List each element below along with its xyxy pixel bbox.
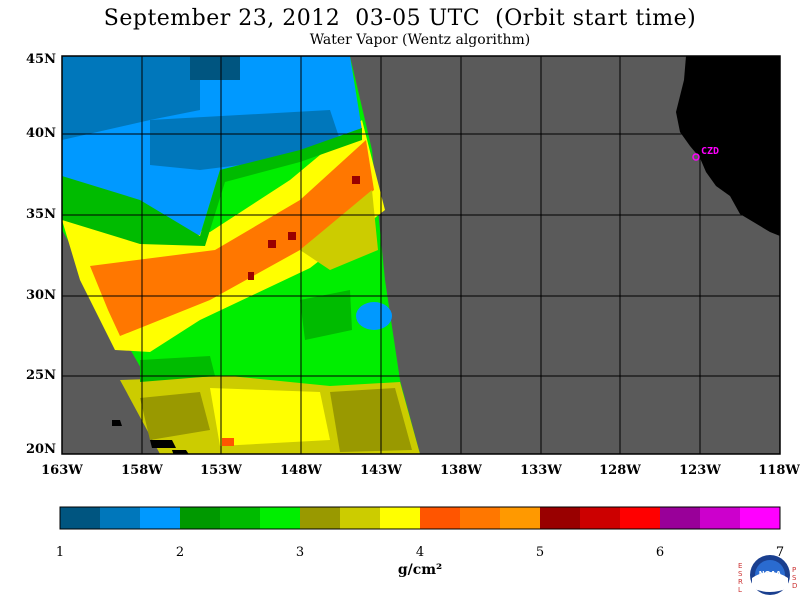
north-america-land bbox=[676, 56, 780, 236]
swath-south-olive-dark bbox=[140, 392, 210, 440]
plume-dark-spot-4 bbox=[248, 272, 254, 280]
colorbar-swatch bbox=[180, 507, 221, 529]
lat-label-40n: 40N bbox=[26, 126, 56, 141]
lon-label-143w: 143W bbox=[360, 463, 402, 478]
logo-letter: R bbox=[738, 578, 743, 586]
lon-label-158w: 158W bbox=[121, 463, 163, 478]
lon-label-148w: 148W bbox=[280, 463, 322, 478]
colorbar-swatch bbox=[260, 507, 301, 529]
lon-label-153w: 153W bbox=[200, 463, 242, 478]
plume-orange bbox=[90, 140, 374, 336]
plume-olive-east bbox=[300, 190, 378, 270]
colorbar-tick-1: 1 bbox=[55, 545, 65, 560]
hawaii-island-1 bbox=[112, 420, 122, 426]
colorbar-tick-6: 6 bbox=[655, 545, 665, 560]
colorbar-tick-4: 4 bbox=[415, 545, 425, 560]
lat-label-30n: 30N bbox=[26, 288, 56, 303]
station-marker-icon bbox=[692, 153, 700, 161]
plume-dark-spot-3 bbox=[352, 176, 360, 184]
logo-letter: S bbox=[738, 570, 743, 578]
lat-label-35n: 35N bbox=[26, 207, 56, 222]
lon-label-138w: 138W bbox=[440, 463, 482, 478]
colorbar-swatch bbox=[500, 507, 541, 529]
colorbar-swatch bbox=[620, 507, 661, 529]
map-title: September 23, 2012 03-05 UTC (Orbit star… bbox=[103, 6, 697, 31]
colorbar-swatch bbox=[540, 507, 581, 529]
colorbar-swatch bbox=[700, 507, 741, 529]
plume-dark-spot-2 bbox=[288, 232, 296, 240]
lon-label-123w: 123W bbox=[679, 463, 721, 478]
lon-label-128w: 128W bbox=[599, 463, 641, 478]
colorbar-frame bbox=[59, 506, 781, 530]
hawaii-island-2 bbox=[150, 440, 176, 448]
colorbar-swatch bbox=[660, 507, 701, 529]
colorbar-tick-2: 2 bbox=[175, 545, 185, 560]
lat-label-25n: 25N bbox=[26, 368, 56, 383]
swath-orange-spot bbox=[222, 438, 234, 446]
lat-label-20n: 20N bbox=[26, 442, 56, 457]
colorbar-tick-3: 3 bbox=[295, 545, 305, 560]
swath-south-yellow bbox=[210, 388, 330, 446]
plume-dark-spot-1 bbox=[268, 240, 276, 248]
green-patch-1 bbox=[300, 290, 352, 340]
swath-south-olive-east bbox=[330, 388, 412, 452]
colorbar-swatch bbox=[740, 507, 781, 529]
map-subtitle: Water Vapor (Wentz algorithm) bbox=[309, 32, 531, 48]
colorbar-swatch bbox=[340, 507, 381, 529]
logo-letter: D bbox=[792, 582, 798, 590]
hawaii-island-3 bbox=[172, 450, 189, 454]
colorbar-swatch bbox=[140, 507, 181, 529]
colorbar-swatch bbox=[60, 507, 101, 529]
colorbar-swatch bbox=[460, 507, 501, 529]
north-blue-deepest bbox=[190, 56, 240, 80]
colorbar-tick-7: 7 bbox=[775, 545, 785, 560]
lon-label-163w: 163W bbox=[41, 463, 83, 478]
colorbar bbox=[60, 507, 781, 529]
lon-label-133w: 133W bbox=[520, 463, 562, 478]
logo-letters-right: P S D bbox=[792, 566, 800, 590]
noaa-logo-icon bbox=[750, 555, 790, 595]
logo-letter: L bbox=[738, 586, 742, 594]
colorbar-swatch bbox=[220, 507, 261, 529]
colorbar-unit: g/cm² bbox=[397, 562, 443, 578]
logo-letter: S bbox=[792, 574, 797, 582]
north-green-fringe bbox=[62, 128, 362, 246]
lon-label-118w: 118W bbox=[758, 463, 800, 478]
map-frame bbox=[61, 55, 781, 455]
colorbar-swatch bbox=[300, 507, 341, 529]
colorbar-swatch bbox=[420, 507, 461, 529]
station-label: CZD bbox=[701, 146, 720, 157]
graticule bbox=[62, 56, 780, 454]
logo-text: NOAA bbox=[758, 570, 782, 578]
map-area bbox=[62, 56, 780, 454]
colorbar-swatch bbox=[580, 507, 621, 529]
logo-letter: P bbox=[792, 566, 797, 574]
dry-hole bbox=[356, 302, 392, 330]
logo-letters-left: E S R L bbox=[738, 562, 746, 594]
lat-label-45n: 45N bbox=[26, 52, 56, 67]
colorbar-tick-5: 5 bbox=[535, 545, 545, 560]
logo-letter: E bbox=[738, 562, 743, 570]
colorbar-swatch bbox=[380, 507, 421, 529]
colorbar-swatch bbox=[100, 507, 141, 529]
